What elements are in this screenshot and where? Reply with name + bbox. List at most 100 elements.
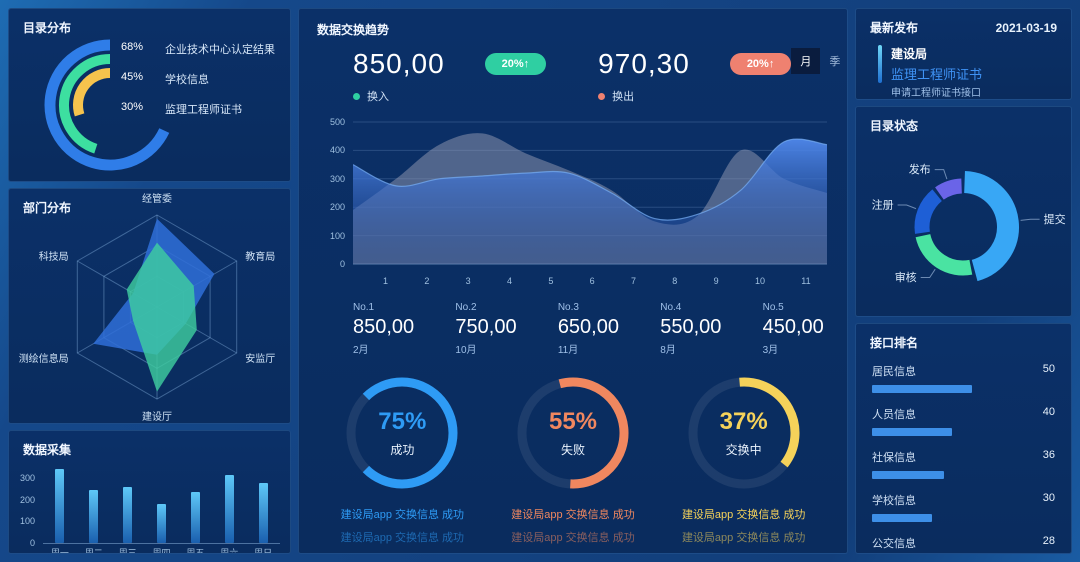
right-column: 最新发布 2021-03-19 建设局 监理工程师证书 申请工程师证书接口 目录… xyxy=(855,8,1072,554)
collection-xlabels: 周一 周二 周三 周四 周五 周六 周日 xyxy=(43,546,280,554)
legend-percent: 45% xyxy=(121,71,144,83)
x-tick: 10 xyxy=(754,276,765,286)
radar-axis-label: 经管委 xyxy=(142,192,172,205)
tab-quarter[interactable]: 季 xyxy=(829,56,841,68)
gauge-message: 建设局app 交换信息 成功 xyxy=(682,550,805,553)
gauge-arc xyxy=(558,377,629,489)
line-series xyxy=(352,138,828,221)
x-tick: 12 xyxy=(847,276,848,286)
panel-directory-distribution: 目录分布 68% 企业技术中心认定结果 45% 学校信息 30% 监理工程师证书 xyxy=(8,8,291,182)
directory-legend: 68% 企业技术中心认定结果 45% 学校信息 30% 监理工程师证书 xyxy=(121,41,275,131)
stat-out: 970,30 20%↑ 换出 xyxy=(598,48,792,104)
donut-leader xyxy=(897,204,917,210)
donut-label: 提交 xyxy=(1044,212,1066,226)
collection-bars xyxy=(43,464,280,544)
x-tick: 8 xyxy=(672,276,678,286)
ranking-label: 居民信息 xyxy=(872,366,916,378)
bar xyxy=(190,491,200,543)
ranking-value: 36 xyxy=(1042,449,1055,461)
panel-interface-ranking: 接口排名 居民信息 50 人员信息 40 xyxy=(855,323,1072,554)
ring-arc xyxy=(59,54,111,154)
donut-segment xyxy=(963,171,1019,282)
bar xyxy=(55,469,65,543)
gauge: 55% 失败 建设局app 交换信息 成功 建设局app 交换信息 成功 建设局… xyxy=(488,374,659,553)
panel-data-collection: 数据采集 0 100 200 300 周一 周二 周三 周四 周五 周六 周日 xyxy=(8,430,291,554)
y-tick: 300 xyxy=(329,173,345,184)
gauge-message-list: 建设局app 交换信息 成功 建设局app 交换信息 成功 建设局app 交换信… xyxy=(511,504,635,553)
gauge-ring-svg xyxy=(346,377,458,489)
gauge-percent: 55% xyxy=(548,408,598,435)
period-tabs: 月 季 年 xyxy=(791,48,847,74)
donut-label: 审核 xyxy=(895,270,917,284)
bar xyxy=(258,483,268,543)
ranking-value: 28 xyxy=(1042,535,1055,547)
x-tick: 周日 xyxy=(254,548,273,554)
gauge-message: 建设局app 交换信息 成功 xyxy=(681,509,806,521)
donut-leader xyxy=(1020,218,1040,221)
panel-department-distribution: 部门分布 经管委 教育局 安监厅 建设厅 测绘信息局 科技局 xyxy=(8,188,291,424)
x-tick: 5 xyxy=(548,276,554,286)
center-column: 数据交换趋势 850,00 20%↑ 换入 970,30 20%↑ xyxy=(298,8,848,554)
ranking-item: 社保信息 36 xyxy=(872,449,1055,479)
collection-ylabels: 0 100 200 300 xyxy=(11,464,39,553)
ranking-label: 学校信息 xyxy=(872,495,916,507)
trend-svg xyxy=(352,121,828,265)
ranking-item: 居民信息 50 xyxy=(872,363,1055,393)
ranking-value: 50 xyxy=(1042,363,1055,375)
legend-item: 30% 监理工程师证书 xyxy=(121,101,275,117)
y-tick: 100 xyxy=(19,516,35,527)
interface-ranking-list: 居民信息 50 人员信息 40 社保信息 36 xyxy=(856,363,1071,553)
legend-label: 企业技术中心认定结果 xyxy=(165,44,275,56)
ranking-item: 学校信息 30 xyxy=(872,492,1055,522)
bar xyxy=(123,486,133,543)
panel-directory-status: 目录状态 提交审核 注册 发布 xyxy=(855,106,1072,317)
release-api: 申请工程师证书接口 xyxy=(891,88,981,99)
ranking-value: 40 xyxy=(1042,406,1055,418)
area-series xyxy=(353,139,827,264)
radar-axis-label: 科技局 xyxy=(39,250,69,263)
y-tick: 200 xyxy=(19,494,35,505)
x-tick: 11 xyxy=(801,276,811,286)
panel-title-directory-status: 目录状态 xyxy=(870,119,919,133)
gauge-message: 建设局app 交换信息 成功 xyxy=(681,532,806,544)
directory-ring-chart xyxy=(44,39,170,171)
radar-axis-label: 建设厅 xyxy=(142,410,172,423)
gauge-message-list: 建设局app 交换信息 成功 建设局app 交换信息 成功 建设局app 交换信… xyxy=(681,504,806,553)
panel-title-interface-ranking: 接口排名 xyxy=(870,336,919,350)
radar-series xyxy=(126,242,197,392)
x-tick: 周二 xyxy=(84,548,103,554)
rank-item: No.1 850,00 2月 xyxy=(353,302,415,356)
legend-label: 监理工程师证书 xyxy=(165,104,242,116)
legend-percent: 30% xyxy=(121,101,144,113)
panel-title-latest-release: 最新发布 xyxy=(870,21,919,35)
ranking-item: 公交信息 28 xyxy=(872,535,1055,553)
gauge-message: 建设局app 交换信息 成功 xyxy=(511,550,634,553)
release-cert-link[interactable]: 监理工程师证书 xyxy=(891,67,983,82)
gauge-ring-svg xyxy=(517,377,629,489)
rank-item: No.2 750,00 10月 xyxy=(455,302,517,356)
x-tick: 周五 xyxy=(186,548,205,554)
panel-exchange-trend: 数据交换趋势 850,00 20%↑ 换入 970,30 20%↑ xyxy=(298,8,848,554)
release-org: 建设局 xyxy=(891,47,928,61)
tab-month[interactable]: 月 xyxy=(791,48,821,74)
legend-label: 学校信息 xyxy=(165,74,209,86)
radar-axis-label: 安监厅 xyxy=(245,352,275,365)
donut-label: 注册 xyxy=(872,198,894,212)
stats-row: 850,00 20%↑ 换入 970,30 20%↑ 换出 xyxy=(317,48,840,104)
x-tick: 4 xyxy=(506,276,512,286)
gauge-message: 建设局app 交换信息 成功 xyxy=(511,532,635,544)
donut-label: 发布 xyxy=(909,162,931,176)
rank-item: No.3 650,00 11月 xyxy=(557,302,619,356)
ring-arc xyxy=(44,39,170,171)
x-tick: 3 xyxy=(465,276,471,286)
panel-title-data-collection: 数据采集 xyxy=(23,443,72,457)
stat-badge: 20%↑ xyxy=(484,53,547,75)
stat-in: 850,00 20%↑ 换入 xyxy=(353,48,547,104)
bar xyxy=(224,474,234,543)
release-item: 建设局 监理工程师证书 申请工程师证书接口 xyxy=(878,45,1057,99)
radar-axis-label: 测绘信息局 xyxy=(19,352,69,365)
ring-arc xyxy=(73,68,111,117)
